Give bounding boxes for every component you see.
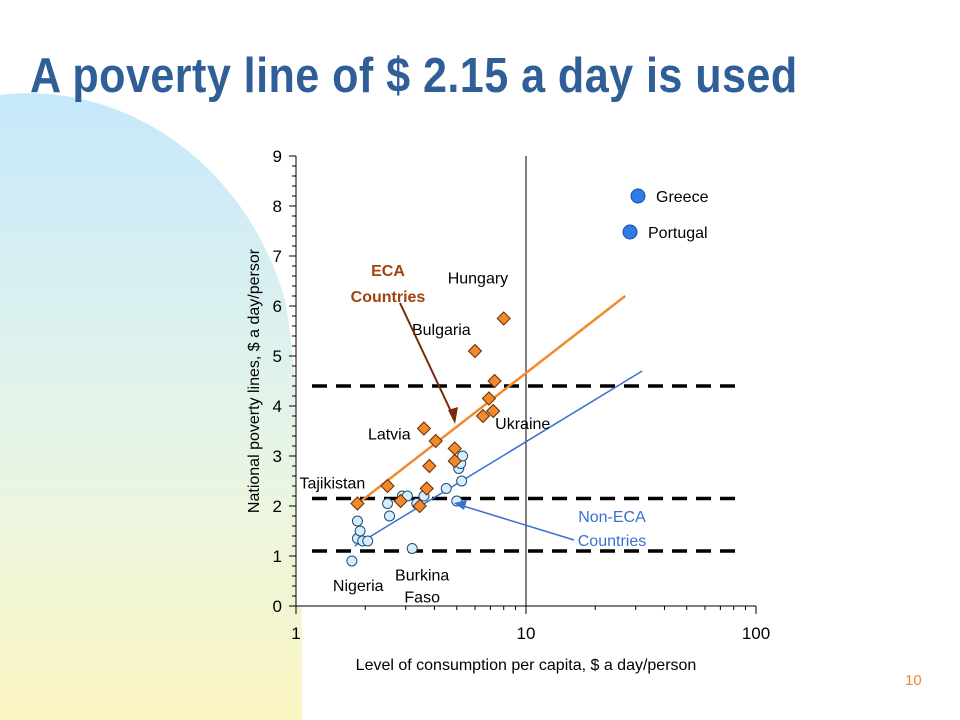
non-eca-annotation-line2: Countries xyxy=(578,533,646,550)
y-tick-label: 7 xyxy=(273,247,282,266)
eca-point xyxy=(422,458,437,474)
y-tick-label: 8 xyxy=(273,197,282,216)
eca-point xyxy=(487,373,502,389)
eca-point xyxy=(393,493,408,509)
eca-point xyxy=(496,311,511,326)
legend-label-portugal: Portugal xyxy=(648,225,708,242)
eca-annotation-arrow xyxy=(399,302,456,421)
label-tajikistan: Tajikistan xyxy=(299,476,365,493)
y-tick-label: 4 xyxy=(273,397,282,416)
non-eca-annotation-arrow xyxy=(459,504,575,541)
y-tick-label: 5 xyxy=(273,347,282,366)
eca-point xyxy=(475,408,491,424)
label-latvia: Latvia xyxy=(368,427,411,444)
x-axis-label: Level of consumption per capita, $ a day… xyxy=(356,657,697,674)
label-bulgaria: Bulgaria xyxy=(412,322,471,339)
y-tick-label: 6 xyxy=(273,297,282,316)
y-tick-label: 3 xyxy=(273,447,282,466)
label-ukraine: Ukraine xyxy=(495,416,550,433)
x-tick-label: 1 xyxy=(291,624,300,643)
non-eca-point xyxy=(354,525,366,537)
eca-point xyxy=(380,478,395,494)
eca-annotation-line1: ECA xyxy=(371,263,405,280)
legend-marker-greece xyxy=(630,188,646,204)
non-eca-point xyxy=(456,475,468,487)
eca-point xyxy=(485,403,501,419)
page-number: 10 xyxy=(905,672,922,689)
legend-marker-portugal xyxy=(622,224,638,240)
decorative-background-shape xyxy=(0,93,302,720)
y-tick-label: 1 xyxy=(273,547,282,566)
non-eca-point xyxy=(351,515,363,527)
y-tick-label: 9 xyxy=(273,147,282,166)
eca-point xyxy=(419,481,434,496)
eca-point xyxy=(467,343,483,359)
eca-point xyxy=(481,391,497,406)
y-axis-label: National poverty lines, $ a day/persor xyxy=(246,248,263,513)
non-eca-point xyxy=(406,543,418,554)
eca-point xyxy=(428,433,443,449)
non-eca-point xyxy=(384,510,396,522)
eca-point xyxy=(412,498,427,514)
y-tick-label: 0 xyxy=(273,597,282,616)
label-nigeria: Nigeria xyxy=(333,578,384,595)
slide-title: A poverty line of $ 2.15 a day is used xyxy=(30,49,798,103)
non-eca-trend-line xyxy=(354,370,643,547)
label-hungary: Hungary xyxy=(448,271,508,288)
legend-label-greece: Greece xyxy=(656,189,709,206)
legend: Greece Portugal xyxy=(622,188,709,242)
eca-annotation-line2: Countries xyxy=(351,289,426,306)
eca-point xyxy=(416,421,432,436)
eca-point xyxy=(447,453,462,469)
non-eca-point xyxy=(362,535,374,547)
non-eca-point xyxy=(382,498,394,509)
non-eca-point xyxy=(346,555,358,567)
non-eca-point xyxy=(457,450,469,462)
non-eca-arrowhead xyxy=(454,500,467,510)
non-eca-annotation-line1: Non-ECA xyxy=(578,509,646,526)
eca-arrowhead xyxy=(448,407,458,424)
x-tick-label: 10 xyxy=(517,624,536,643)
non-eca-point xyxy=(440,483,452,494)
x-tick-label: 100 xyxy=(742,624,770,643)
y-tick-label: 2 xyxy=(273,497,282,516)
label-burkina-faso: Burkina Faso xyxy=(395,568,449,607)
eca-point xyxy=(350,496,365,511)
